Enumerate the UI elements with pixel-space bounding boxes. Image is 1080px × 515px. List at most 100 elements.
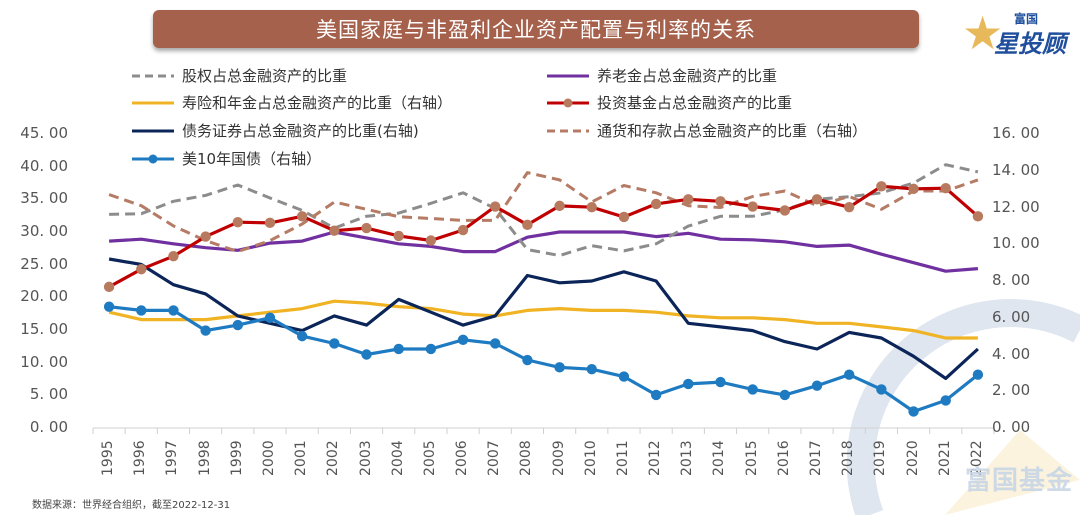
data-point-fund (715, 196, 726, 207)
data-point-fund (843, 201, 855, 213)
data-point-treasury (683, 378, 694, 390)
x-tick-label: 2019 (872, 440, 889, 476)
y-left-tick-label: 15. 00 (20, 320, 68, 338)
data-point-treasury (103, 301, 115, 312)
legend-item-pension: 养老金占总金融资产的比重 (545, 65, 777, 86)
x-tick-label: 1999 (228, 440, 245, 476)
legend-item-treasury: 美10年国债（右轴） (130, 148, 321, 169)
x-tick-label: 1997 (164, 440, 181, 476)
x-tick-label: 2002 (325, 440, 342, 476)
x-tick-label: 2021 (936, 440, 953, 476)
series-line-pension (109, 230, 979, 273)
x-tick-label: 2001 (293, 440, 310, 476)
y-left-tick-label: 30. 00 (20, 222, 68, 240)
y-left-tick-label: 45. 00 (20, 124, 68, 142)
data-point-treasury (136, 305, 147, 316)
x-tick-label: 2020 (904, 440, 921, 476)
y-left-tick-label: 35. 00 (20, 189, 68, 208)
series-line-bond (108, 257, 979, 380)
series-line-insurance (108, 299, 978, 340)
data-point-treasury (908, 406, 919, 417)
data-point-fund (618, 211, 630, 223)
legend-swatch-bond (132, 129, 174, 132)
legend-label: 债务证券占总金融资产的比重(右轴) (182, 122, 419, 140)
series-lines (103, 163, 984, 417)
data-point-treasury (972, 369, 984, 380)
data-point-treasury (457, 334, 469, 345)
data-point-treasury (329, 338, 340, 349)
legend-label: 股权占总金融资产的比重 (182, 67, 348, 85)
legend-label: 养老金占总金融资产的比重 (597, 67, 778, 85)
data-point-treasury (876, 384, 887, 395)
x-tick-label: 1995 (100, 440, 117, 476)
legend-swatch-fund (547, 98, 589, 107)
logo-line2: 星投顾 (994, 30, 1066, 58)
legend-item-deposit: 通货和存款占总金融资产的比重（右轴） (545, 120, 867, 141)
data-point-fund (747, 201, 758, 212)
data-point-fund (876, 181, 887, 192)
x-tick-label: 2006 (454, 440, 471, 476)
legend-item-bond: 债务证券占总金融资产的比重(右轴) (130, 120, 419, 141)
data-point-fund (361, 222, 372, 234)
data-point-treasury (715, 376, 726, 388)
legend-label: 投资基金占总金融资产的比重 (597, 94, 793, 112)
y-right-tick-label: 2. 00 (992, 381, 1031, 400)
data-point-treasury (843, 369, 855, 380)
x-tick-label: 2009 (550, 440, 567, 476)
x-tick-label: 2005 (421, 440, 438, 476)
y-right-tick-label: 10. 00 (992, 234, 1040, 253)
axes (92, 427, 995, 434)
brand-logo: ★ 富国 星投顾 (960, 4, 1075, 60)
data-point-fund (908, 183, 919, 195)
legend-swatch-insurance (132, 101, 174, 104)
data-point-treasury (232, 319, 244, 331)
data-point-fund (168, 250, 179, 262)
x-tick-label: 2015 (743, 440, 760, 476)
x-tick-label: 2003 (357, 440, 374, 476)
data-point-fund (522, 219, 533, 231)
y-left-tick-label: 10. 00 (20, 352, 68, 371)
data-point-treasury (747, 384, 758, 395)
data-point-treasury (522, 354, 533, 366)
data-point-treasury (425, 343, 437, 355)
y-left-tick-label: 20. 00 (20, 287, 68, 306)
data-point-treasury (618, 371, 630, 382)
data-point-fund (136, 264, 147, 275)
x-tick-label: 2018 (840, 440, 857, 476)
data-point-treasury (361, 349, 372, 360)
data-point-treasury (168, 305, 179, 316)
data-point-fund (200, 231, 211, 242)
y-right-tick-label: 0. 00 (992, 418, 1031, 436)
x-tick-label: 2000 (260, 440, 277, 476)
data-point-fund (457, 224, 469, 236)
data-point-treasury (650, 389, 662, 401)
legend-label: 通货和存款占总金融资产的比重（右轴） (597, 122, 868, 140)
data-point-fund (650, 198, 662, 210)
logo-line1: 富国 (1014, 12, 1039, 26)
data-source-note: 数据来源：世界经合组织，截至2022-12-31 (32, 500, 231, 511)
y-right-tick-label: 14. 00 (992, 160, 1040, 179)
series-line-deposit (108, 171, 979, 254)
y-left-tick-label: 5. 00 (29, 385, 68, 404)
data-point-treasury (554, 362, 565, 373)
y-left-tick-label: 40. 00 (20, 156, 68, 175)
data-point-fund (940, 183, 951, 194)
star-icon: ★ (962, 6, 1004, 60)
data-point-fund (811, 194, 823, 205)
data-point-treasury (779, 389, 791, 401)
data-point-fund (779, 205, 791, 216)
data-point-fund (586, 201, 597, 213)
legend-label: 寿险和年金占总金融资产的比重（右轴） (182, 94, 453, 112)
data-point-treasury (940, 395, 951, 406)
legend-item-equity: 股权占总金融资产的比重 (130, 65, 347, 86)
data-point-treasury (393, 343, 404, 355)
legend-swatch-equity (132, 74, 174, 77)
y-right-tick-label: 16. 00 (992, 124, 1040, 142)
data-point-treasury (490, 338, 501, 349)
watermark-text: 富国基金 (965, 466, 1074, 496)
chart-title: 美国家庭与非盈利企业资产配置与利率的关系 (316, 18, 756, 42)
data-point-fund (425, 235, 437, 246)
legend-label: 美10年国债（右轴） (182, 150, 322, 168)
data-point-treasury (264, 312, 276, 323)
